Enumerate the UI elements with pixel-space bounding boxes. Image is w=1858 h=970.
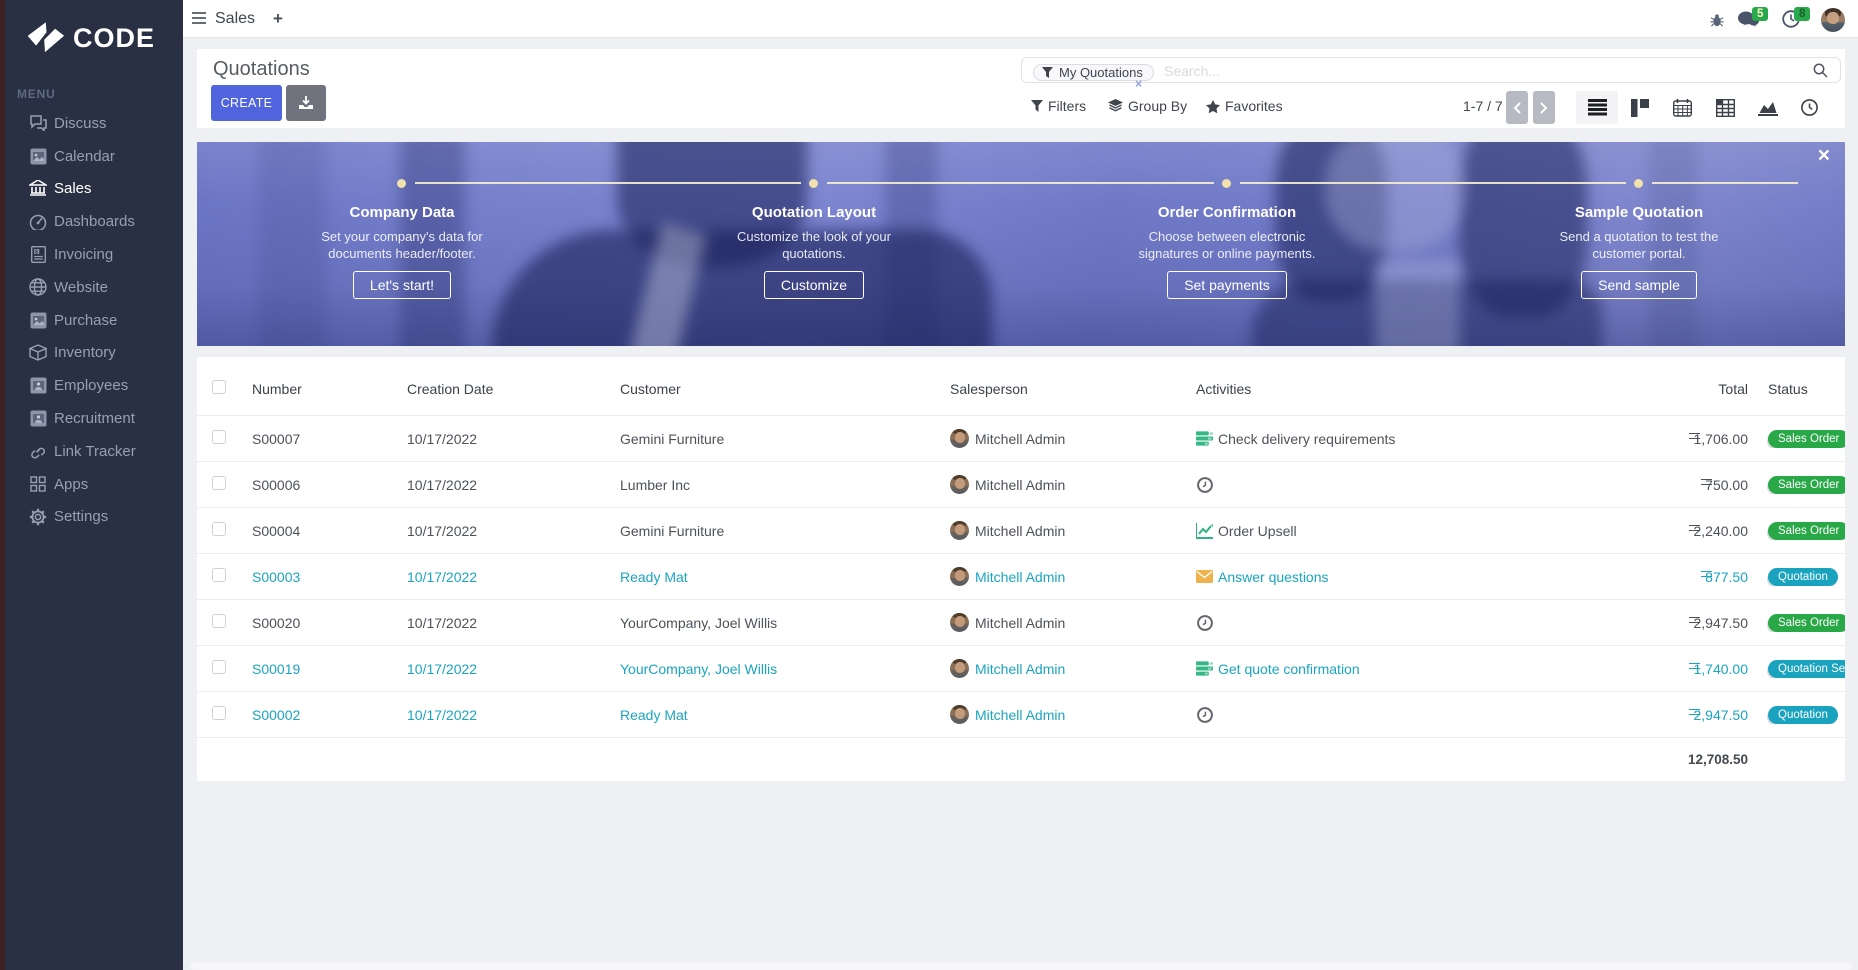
svg-text:$: $ xyxy=(35,249,38,255)
